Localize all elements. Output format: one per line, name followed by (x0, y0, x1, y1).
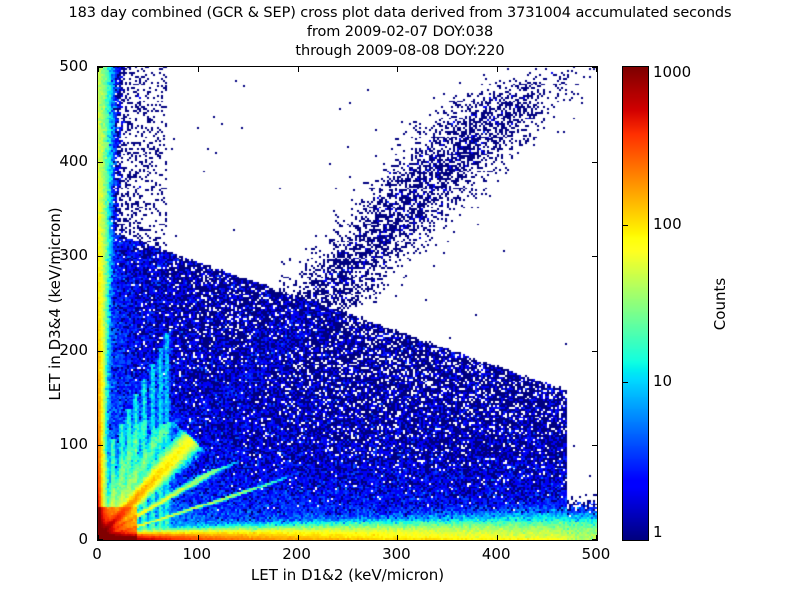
y-tick-mark (592, 445, 597, 447)
x-tick-mark (98, 67, 99, 72)
title-line-3: through 2009-08-08 DOY:220 (295, 43, 505, 59)
y-tick-mark (98, 445, 103, 447)
title-line-2: from 2009-02-07 DOY:038 (306, 24, 494, 40)
y-axis-label: LET in D3&4 (keV/micron) (46, 207, 64, 401)
y-tick-mark (98, 161, 103, 163)
x-tick-label: 500 (581, 545, 611, 563)
x-tick-mark (197, 535, 199, 540)
x-tick-label: 300 (382, 545, 411, 563)
colorbar-tick-label: 1000 (653, 63, 692, 81)
page-title: 183 day combined (GCR & SEP) cross plot … (0, 4, 800, 61)
colorbar-label: Counts (711, 277, 729, 331)
colorbar-tick-mark (623, 224, 628, 226)
colorbar-tick-label: 10 (653, 372, 673, 391)
colorbar-tick-mark (623, 382, 628, 384)
x-tick-label: 200 (282, 545, 311, 563)
title-line-1: 183 day combined (GCR & SEP) cross plot … (68, 5, 732, 21)
x-tick-mark (197, 67, 199, 72)
y-tick-label: 300 (59, 246, 88, 265)
y-tick-mark (592, 539, 597, 540)
y-tick-mark (592, 67, 597, 68)
y-tick-mark (592, 161, 597, 163)
x-tick-mark (98, 535, 99, 540)
colorbar-tick-label: 1 (653, 523, 663, 541)
y-tick-label: 400 (59, 151, 88, 170)
x-tick-mark (397, 535, 399, 540)
y-tick-mark (98, 256, 103, 258)
x-tick-label: 400 (481, 545, 511, 563)
y-tick-label: 500 (59, 57, 88, 75)
scatter-heatmap (98, 67, 597, 540)
plot-axes (97, 66, 598, 541)
x-tick-mark (397, 67, 399, 72)
x-tick-mark (596, 535, 597, 540)
y-tick-label: 0 (78, 530, 88, 548)
x-tick-label: 0 (92, 545, 102, 563)
y-tick-mark (592, 256, 597, 258)
y-tick-mark (98, 67, 103, 68)
colorbar (622, 66, 649, 541)
y-tick-mark (98, 350, 103, 352)
x-tick-mark (297, 67, 299, 72)
x-tick-mark (596, 67, 597, 72)
y-tick-mark (98, 539, 103, 540)
x-tick-mark (497, 67, 499, 72)
y-tick-label: 200 (59, 340, 88, 359)
x-axis-label: LET in D1&2 (keV/micron) (250, 566, 445, 584)
y-tick-label: 100 (59, 435, 88, 454)
x-tick-mark (497, 535, 499, 540)
colorbar-gradient (623, 67, 648, 540)
x-tick-label: 100 (182, 545, 212, 563)
y-tick-mark (592, 350, 597, 352)
x-tick-mark (297, 535, 299, 540)
colorbar-tick-label: 100 (653, 214, 682, 233)
